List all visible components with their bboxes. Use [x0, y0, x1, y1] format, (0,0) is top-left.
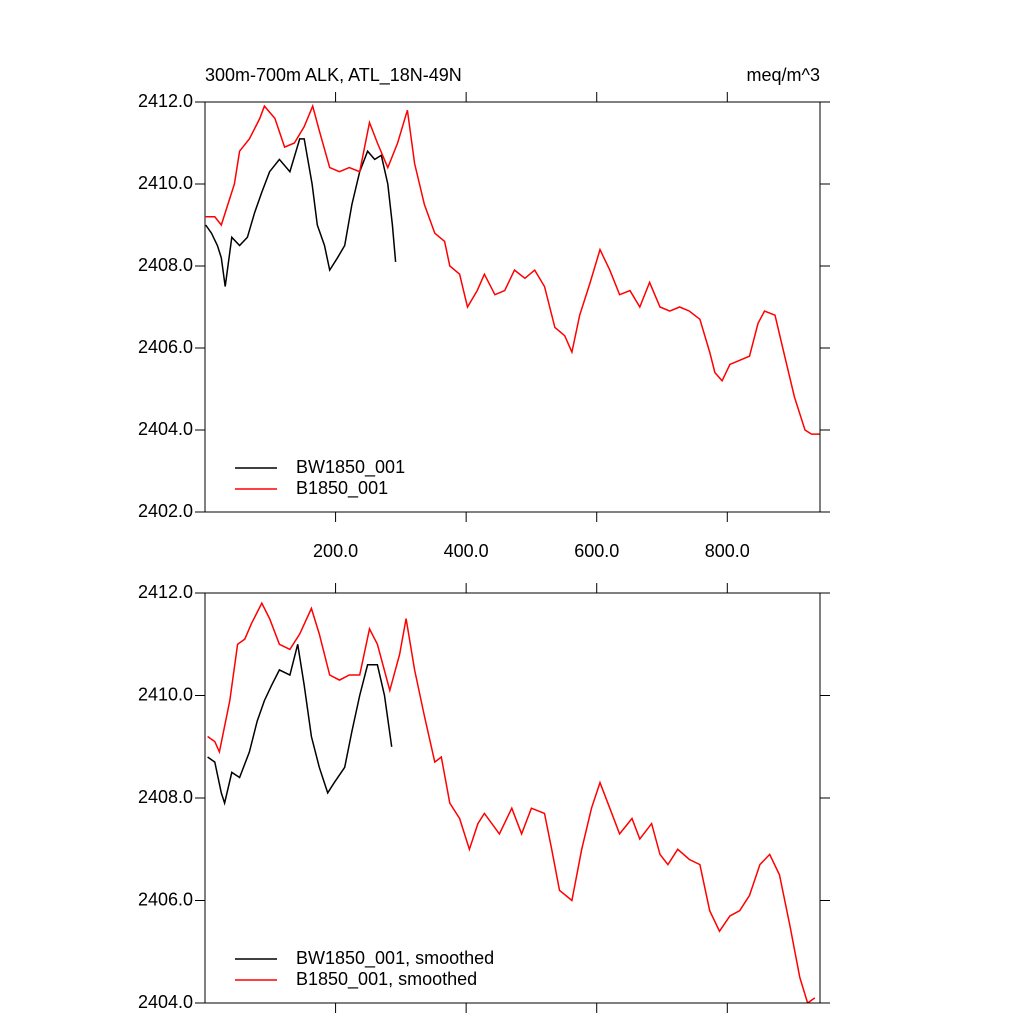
- y-tick-label: 2402.0: [138, 501, 193, 521]
- y-tick-label: 2412.0: [138, 91, 193, 111]
- x-tick-label: 800.0: [705, 541, 750, 561]
- y-tick-label: 2408.0: [138, 787, 193, 807]
- legend-label: B1850_001: [296, 478, 388, 499]
- data-line: [205, 138, 397, 287]
- y-tick-label: 2406.0: [138, 889, 193, 909]
- chart-title: 300m-700m ALK, ATL_18N-49N: [205, 65, 462, 86]
- y-tick-label: 2404.0: [138, 419, 193, 439]
- y-tick-label: 2410.0: [138, 173, 193, 193]
- legend-label: BW1850_001, smoothed: [296, 948, 494, 969]
- data-line: [205, 103, 820, 435]
- data-line: [207, 644, 393, 806]
- y-tick-label: 2406.0: [138, 337, 193, 357]
- legend-label: BW1850_001: [296, 457, 405, 478]
- plot-frame: [204, 101, 821, 513]
- units-label: meq/m^3: [747, 65, 820, 85]
- plot-frame: [204, 592, 821, 1004]
- x-tick-label: 400.0: [444, 541, 489, 561]
- x-tick-label: 600.0: [574, 541, 619, 561]
- y-tick-label: 2412.0: [138, 582, 193, 602]
- data-line: [207, 601, 816, 1003]
- legend-label: B1850_001, smoothed: [296, 969, 477, 990]
- y-tick-label: 2404.0: [138, 992, 193, 1012]
- plot-area: [207, 601, 816, 1003]
- y-tick-label: 2408.0: [138, 255, 193, 275]
- x-tick-label: 200.0: [313, 541, 358, 561]
- y-tick-label: 2410.0: [138, 684, 193, 704]
- plot-area: [205, 103, 820, 435]
